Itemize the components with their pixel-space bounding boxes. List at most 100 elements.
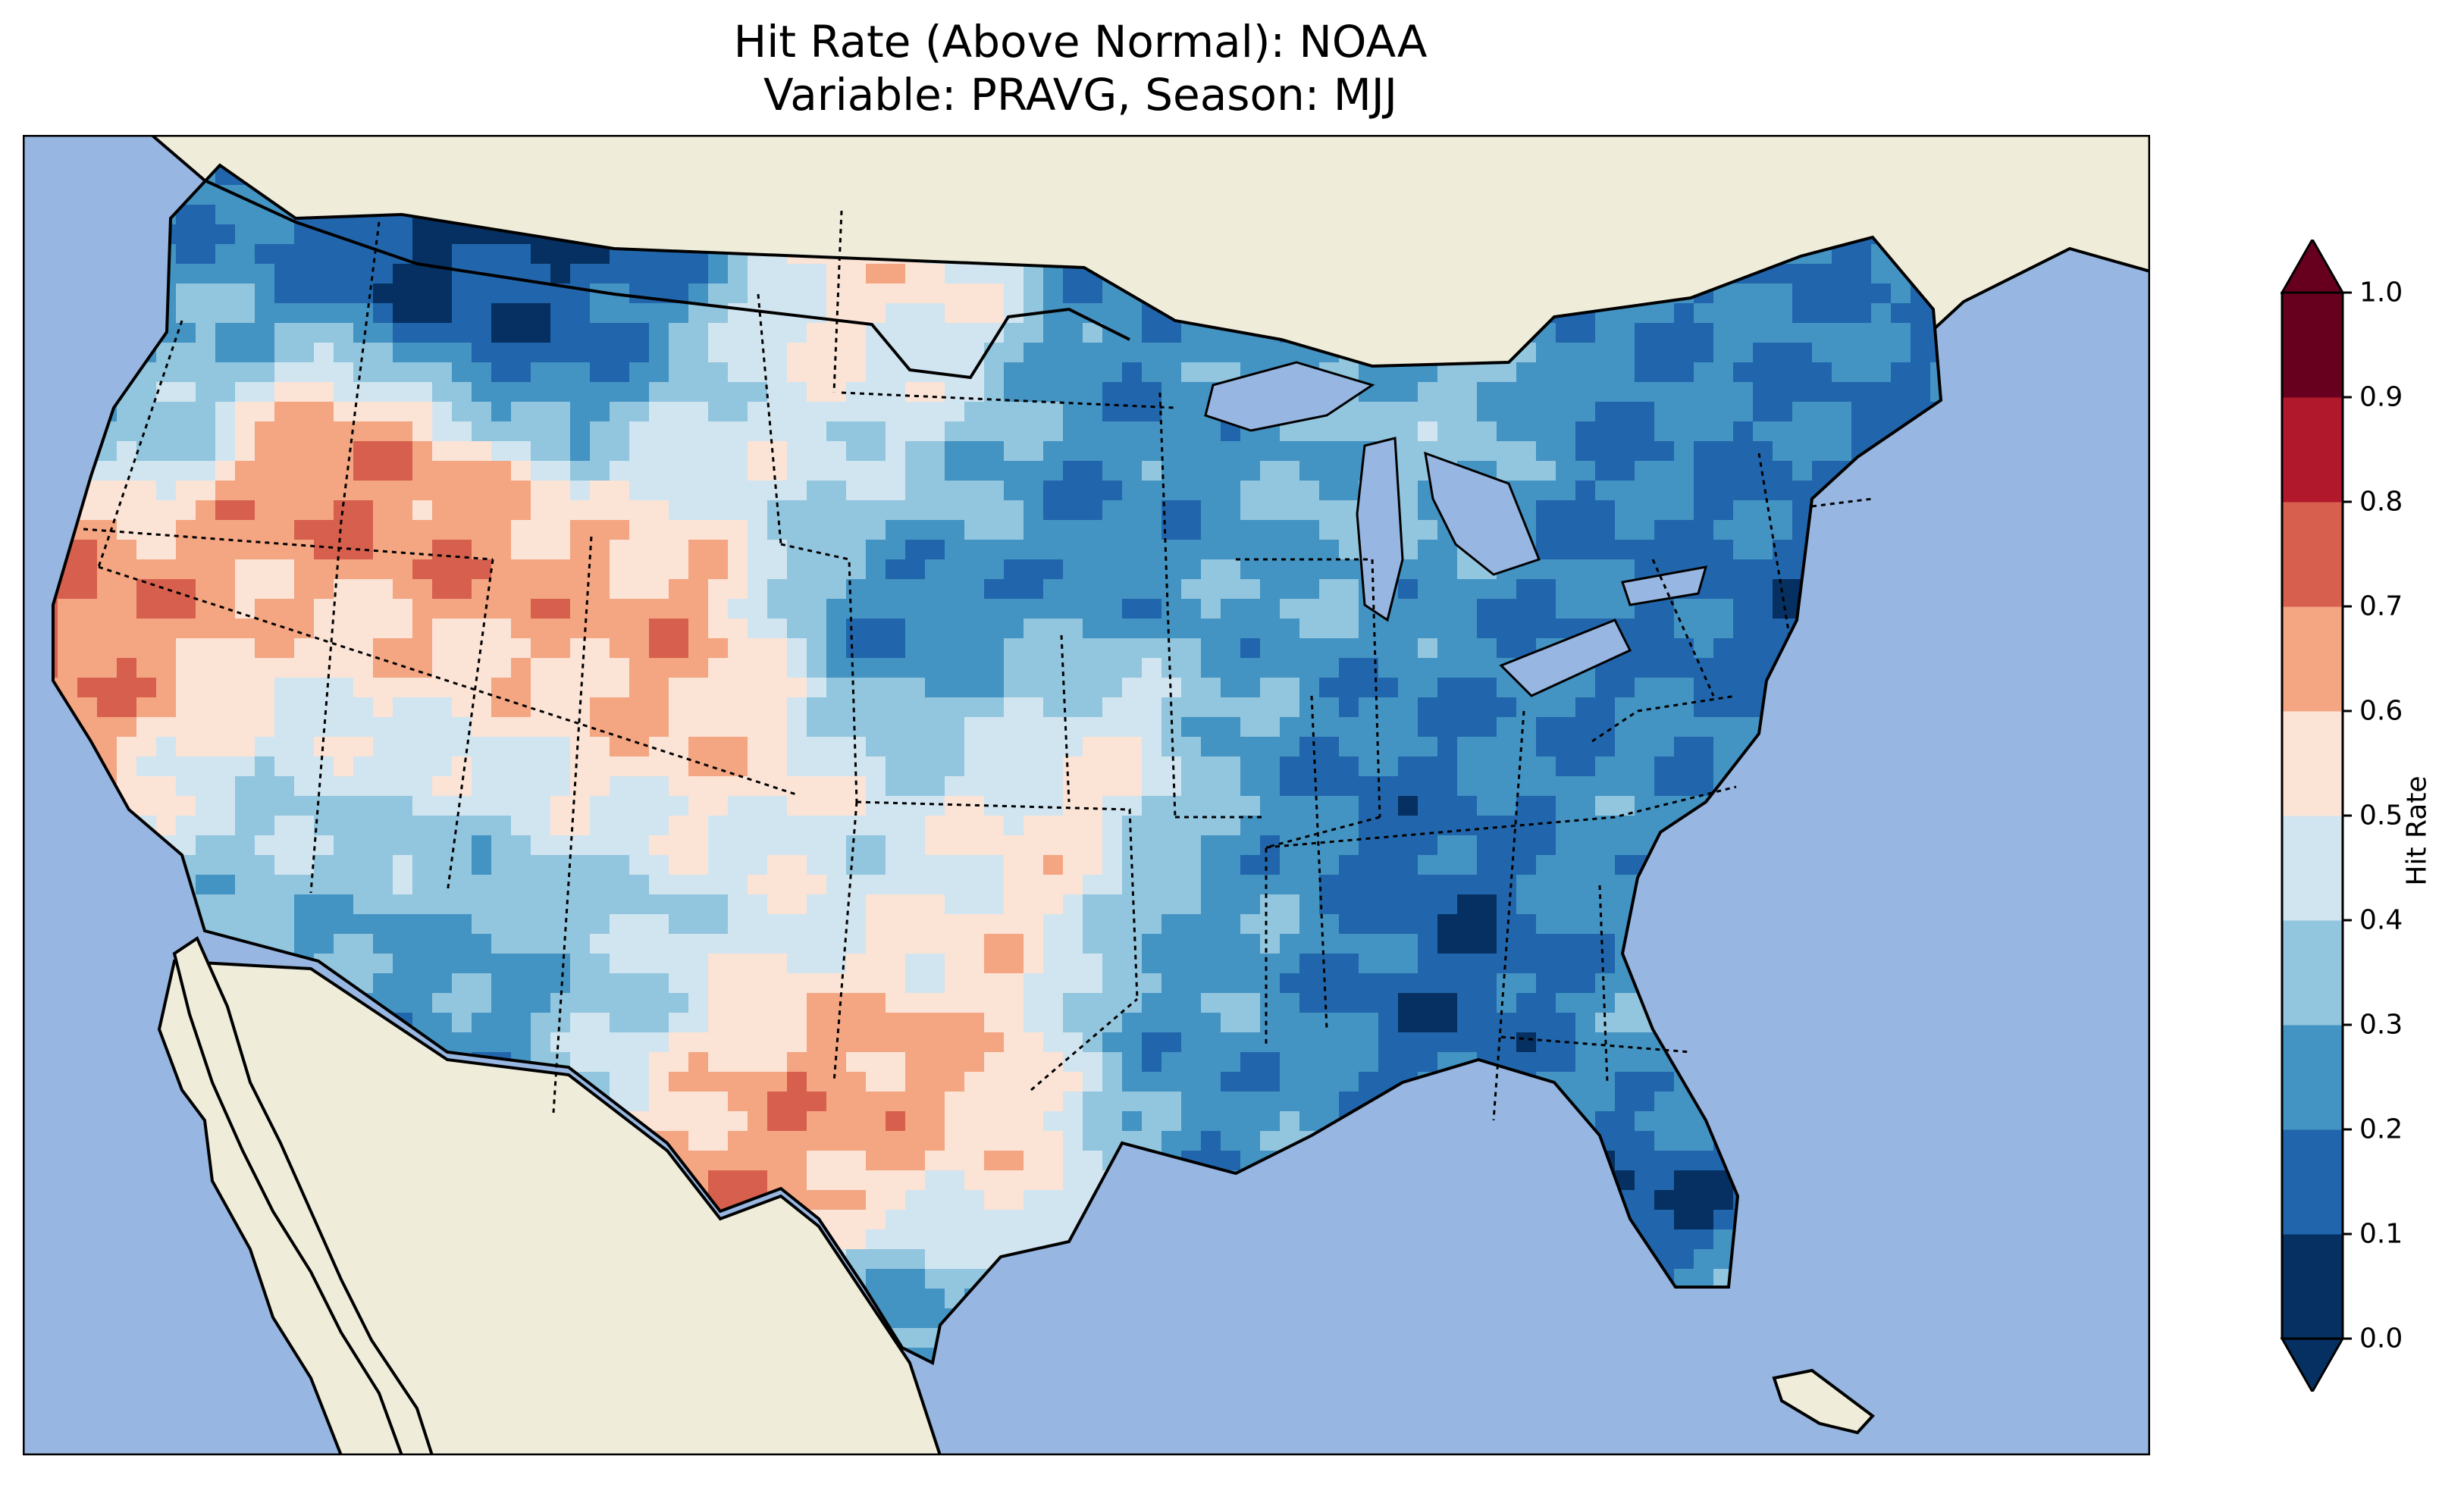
grid-cell xyxy=(728,500,748,521)
grid-cell xyxy=(1536,697,1556,718)
grid-cell xyxy=(748,934,768,954)
grid-cell xyxy=(294,481,315,501)
grid-cell xyxy=(1122,540,1143,560)
grid-cell xyxy=(1043,678,1064,698)
grid-cell xyxy=(708,756,729,777)
grid-cell xyxy=(452,441,472,462)
grid-cell xyxy=(945,697,965,718)
grid-cell xyxy=(570,756,591,777)
grid-cell xyxy=(1556,481,1576,501)
grid-cell xyxy=(886,303,906,324)
grid-cell xyxy=(215,737,236,757)
grid-cell xyxy=(1102,1092,1123,1112)
grid-cell xyxy=(1654,756,1675,777)
grid-cell xyxy=(1024,402,1044,422)
grid-cell xyxy=(984,264,1005,284)
grid-cell xyxy=(728,323,748,343)
grid-cell xyxy=(570,954,591,974)
grid-cell xyxy=(1674,638,1694,659)
grid-cell xyxy=(215,264,236,284)
grid-cell xyxy=(1359,1013,1379,1033)
grid-cell xyxy=(1398,481,1419,501)
grid-cell xyxy=(432,244,453,265)
grid-cell xyxy=(1339,540,1359,560)
grid-cell xyxy=(826,1131,847,1151)
grid-cell xyxy=(1871,362,1892,383)
grid-cell xyxy=(1004,1092,1024,1112)
grid-cell xyxy=(688,481,709,501)
grid-cell xyxy=(1378,638,1399,659)
grid-cell xyxy=(1063,855,1083,875)
grid-cell xyxy=(1674,461,1694,481)
grid-cell xyxy=(1674,540,1694,560)
grid-cell xyxy=(294,697,315,718)
grid-cell xyxy=(452,303,472,324)
grid-cell xyxy=(1477,973,1497,994)
grid-cell xyxy=(629,343,650,363)
grid-cell xyxy=(807,737,827,757)
grid-cell xyxy=(1161,796,1182,816)
grid-cell xyxy=(1221,1072,1241,1092)
grid-cell xyxy=(235,244,255,265)
grid-cell xyxy=(353,303,374,324)
grid-cell xyxy=(767,993,788,1013)
grid-cell xyxy=(1654,776,1675,797)
grid-cell xyxy=(1240,559,1261,580)
grid-cell xyxy=(1851,283,1872,304)
grid-cell xyxy=(472,500,492,521)
grid-cell xyxy=(196,678,216,698)
grid-cell xyxy=(255,697,275,718)
grid-cell xyxy=(688,343,709,363)
grid-cell xyxy=(1221,461,1241,481)
grid-cell xyxy=(649,717,669,738)
grid-cell xyxy=(196,816,216,836)
grid-cell xyxy=(1161,658,1182,678)
grid-cell xyxy=(570,402,591,422)
grid-cell xyxy=(1694,461,1714,481)
grid-cell xyxy=(235,520,255,540)
grid-cell xyxy=(728,362,748,383)
grid-cell xyxy=(688,382,709,402)
grid-cell xyxy=(748,855,768,875)
grid-cell xyxy=(708,540,729,560)
grid-cell xyxy=(1240,1072,1261,1092)
grid-cell xyxy=(787,658,807,678)
grid-cell xyxy=(196,776,216,797)
grid-cell xyxy=(1181,816,1202,836)
grid-cell xyxy=(1083,717,1103,738)
grid-cell xyxy=(1102,993,1123,1013)
grid-cell xyxy=(964,264,985,284)
grid-cell xyxy=(334,816,354,836)
grid-cell xyxy=(826,461,847,481)
grid-cell xyxy=(511,835,531,856)
grid-cell xyxy=(570,835,591,856)
grid-cell xyxy=(1142,835,1162,856)
grid-cell xyxy=(807,520,827,540)
grid-cell xyxy=(767,1013,788,1033)
grid-cell xyxy=(1339,835,1359,856)
grid-cell xyxy=(669,973,689,994)
grid-cell xyxy=(412,244,433,265)
grid-cell xyxy=(1437,796,1458,816)
grid-cell xyxy=(1122,1092,1143,1112)
grid-cell xyxy=(531,421,551,442)
grid-cell xyxy=(235,776,255,797)
grid-cell xyxy=(1221,954,1241,974)
grid-cell xyxy=(196,461,216,481)
grid-cell xyxy=(1122,1111,1143,1132)
grid-cell xyxy=(1240,441,1261,462)
grid-cell xyxy=(215,500,236,521)
grid-cell xyxy=(176,323,196,343)
grid-cell xyxy=(53,619,58,639)
grid-cell xyxy=(1418,1013,1438,1033)
grid-cell xyxy=(1812,303,1832,324)
grid-cell xyxy=(1418,993,1438,1013)
grid-cell xyxy=(807,343,827,363)
grid-cell xyxy=(590,303,610,324)
grid-cell xyxy=(511,678,531,698)
grid-cell xyxy=(1122,658,1143,678)
grid-cell xyxy=(984,421,1005,442)
grid-cell xyxy=(767,1111,788,1132)
grid-cell xyxy=(688,875,709,895)
grid-cell xyxy=(1635,520,1655,540)
